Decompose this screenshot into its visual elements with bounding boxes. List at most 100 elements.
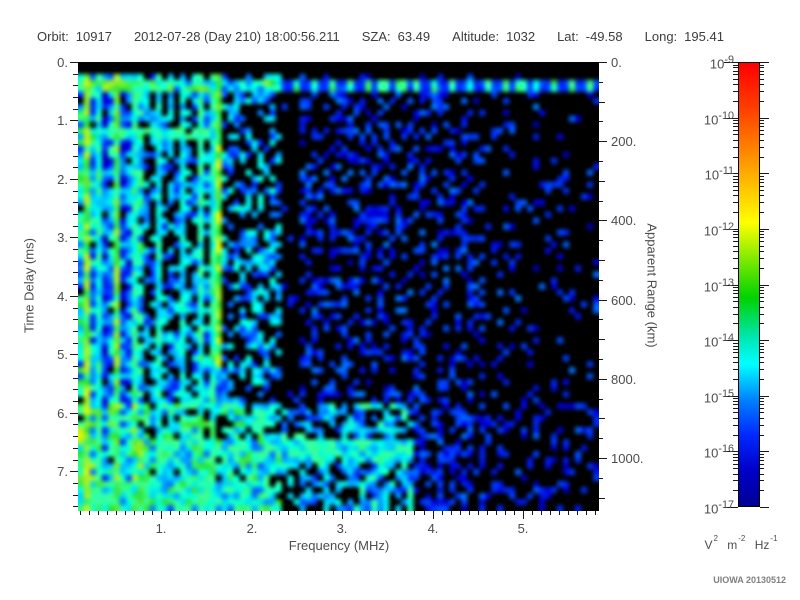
colorbar-major-tick	[760, 507, 769, 508]
colorbar-minor-tick	[733, 343, 738, 344]
right-major-tick	[599, 62, 607, 63]
colorbar-minor-tick	[760, 346, 764, 347]
x-minor-tick	[396, 511, 397, 515]
y-minor-tick	[73, 132, 78, 133]
colorbar-minor-tick	[760, 176, 764, 177]
right-major-tick	[599, 141, 607, 142]
y-minor-tick	[73, 167, 78, 168]
y-minor-tick	[73, 214, 78, 215]
y-minor-tick	[73, 74, 78, 75]
colorbar-minor-tick	[760, 140, 764, 141]
y-minor-tick	[73, 483, 78, 484]
colorbar-major-tick	[724, 507, 738, 508]
colorbar-minor-tick	[760, 126, 764, 127]
right-minor-tick	[599, 498, 605, 499]
right-minor-tick	[599, 201, 603, 202]
right-tick-label: 0.	[611, 55, 622, 70]
colorbar-minor-tick	[760, 212, 764, 213]
colorbar-minor-tick	[733, 369, 738, 370]
colorbar-minor-tick	[733, 195, 738, 196]
watermark: UIOWA 20130512	[713, 575, 786, 585]
x-minor-tick	[387, 511, 388, 515]
right-tick-label: 600.	[611, 293, 637, 308]
colorbar-minor-tick	[733, 404, 738, 405]
colorbar-tick-label: 10-16	[703, 443, 734, 461]
x-minor-tick	[315, 511, 316, 515]
right-major-tick	[599, 220, 607, 221]
right-tick-label: 400.	[611, 213, 637, 228]
y-tick-label: 3.	[57, 230, 68, 245]
y-major-tick	[70, 179, 78, 180]
right-major-tick	[599, 379, 607, 380]
colorbar-minor-tick	[760, 460, 764, 461]
y-axis-title-left: Time Delay (ms)	[21, 238, 37, 333]
colorbar-minor-tick	[760, 474, 764, 475]
colorbar-minor-tick	[760, 301, 764, 302]
colorbar-tick-label: 10-11	[704, 165, 734, 183]
x-minor-tick	[505, 511, 506, 515]
colorbar-minor-tick	[733, 91, 738, 92]
colorbar-minor-tick	[733, 323, 738, 324]
right-tick-label: 200.	[611, 134, 637, 149]
y-axis-title-right: Apparent Range (km)	[644, 223, 660, 348]
y-minor-tick	[73, 343, 78, 344]
y-minor-tick	[73, 424, 78, 425]
colorbar-minor-tick	[760, 67, 764, 68]
colorbar-minor-tick	[733, 301, 738, 302]
colorbar-major-tick	[724, 62, 738, 63]
colorbar-minor-tick	[760, 290, 764, 291]
y-minor-tick	[73, 272, 78, 273]
colorbar-minor-tick	[733, 293, 738, 294]
colorbar-minor-tick	[760, 182, 764, 183]
colorbar-minor-tick	[760, 457, 764, 458]
x-minor-tick	[351, 511, 352, 515]
y-major-tick	[70, 413, 78, 414]
colorbar-minor-tick	[733, 190, 738, 191]
x-tick-label: 4.	[427, 521, 439, 536]
colorbar-minor-tick	[733, 237, 738, 238]
colorbar-minor-tick	[733, 234, 738, 235]
colorbar-minor-tick	[733, 258, 738, 259]
y-tick-label: 7.	[57, 464, 68, 479]
colorbar-minor-tick	[733, 314, 738, 315]
colorbar-minor-tick	[733, 474, 738, 475]
colorbar-minor-tick	[760, 398, 764, 399]
colorbar-unit-label: V2 m-2 Hz-1	[681, 534, 800, 552]
colorbar-minor-tick	[760, 157, 764, 158]
x-minor-tick	[125, 511, 126, 515]
colorbar-minor-tick	[733, 307, 738, 308]
y-major-tick	[70, 354, 78, 355]
x-minor-tick	[179, 511, 180, 515]
right-major-tick	[599, 458, 607, 459]
colorbar-major-tick	[724, 229, 738, 230]
x-minor-tick	[451, 511, 452, 515]
unit-exp: 2	[713, 534, 718, 543]
colorbar-minor-tick	[760, 379, 764, 380]
colorbar-minor-tick	[760, 404, 764, 405]
colorbar-minor-tick	[733, 74, 738, 75]
colorbar-minor-tick	[760, 490, 764, 491]
x-minor-tick	[378, 511, 379, 515]
x-minor-tick	[559, 511, 560, 515]
colorbar-minor-tick	[733, 65, 738, 66]
colorbar-minor-tick	[760, 268, 764, 269]
colorbar-minor-tick	[760, 231, 764, 232]
colorbar-minor-tick	[733, 468, 738, 469]
x-minor-tick	[360, 511, 361, 515]
x-tick-label: 1.	[155, 521, 167, 536]
x-minor-tick	[152, 511, 153, 515]
colorbar-minor-tick	[760, 297, 764, 298]
colorbar-tick-label: 10-15	[703, 388, 734, 406]
y-tick-label: 0.	[57, 55, 68, 70]
y-minor-tick	[73, 85, 78, 86]
x-minor-tick	[550, 511, 551, 515]
colorbar-minor-tick	[733, 67, 738, 68]
y-minor-tick	[73, 156, 78, 157]
header-item: 2012-07-28 (Day 210) 18:00:56.211	[133, 29, 340, 44]
colorbar-minor-tick	[733, 418, 738, 419]
colorbar-tick-label: 10-12	[703, 221, 734, 239]
colorbar-major-tick	[760, 118, 769, 119]
x-major-tick	[161, 511, 162, 519]
y-major-tick	[70, 471, 78, 472]
x-minor-tick	[170, 511, 171, 515]
